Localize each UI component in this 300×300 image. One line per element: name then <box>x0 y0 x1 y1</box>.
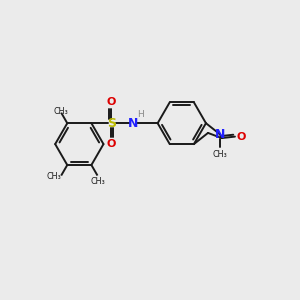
Text: CH₃: CH₃ <box>91 177 106 186</box>
Text: S: S <box>107 117 116 130</box>
Text: N: N <box>128 117 139 130</box>
Text: H: H <box>137 110 144 119</box>
Text: N: N <box>215 128 225 141</box>
Text: O: O <box>236 132 245 142</box>
Text: O: O <box>107 97 116 107</box>
Text: CH₃: CH₃ <box>213 150 227 159</box>
Text: CH₃: CH₃ <box>46 172 61 181</box>
Text: CH₃: CH₃ <box>53 107 68 116</box>
Text: O: O <box>107 139 116 149</box>
